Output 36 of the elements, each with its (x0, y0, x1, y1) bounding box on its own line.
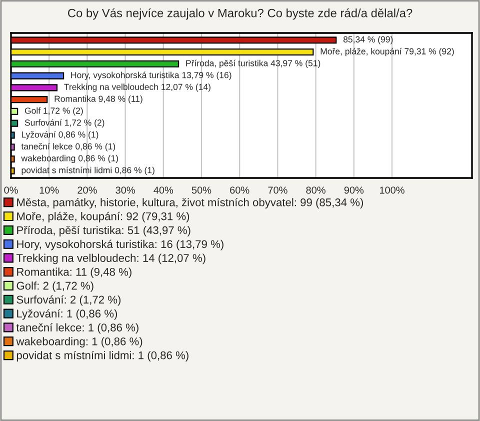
legend-label: Hory, vysokohorská turistika: 16 (13,79 %) (17, 240, 224, 250)
data-label: Moře, pláže, koupání 79,31 % (92) (320, 48, 454, 56)
data-label: povidat s místními lidmi 0,86 % (1) (22, 166, 154, 175)
data-label: Příroda, pěší turistika 43,97 % (51) (186, 60, 320, 68)
data-label: 85,34 % (99) (343, 36, 393, 44)
data-label: Hory, vysokohorská turistika 13,79 % (16) (71, 72, 232, 80)
x-tick-label: 0% (4, 186, 18, 194)
x-tick-label: 60% (230, 186, 250, 194)
x-tick-label: 90% (344, 186, 364, 194)
x-tick-label: 10% (40, 186, 59, 194)
data-label: Romantika 9,48 % (11) (54, 95, 142, 104)
legend-label: Moře, pláže, koupání: 92 (79,31 %) (17, 212, 190, 222)
legend-label: wakeboarding: 1 (0,86 %) (16, 337, 142, 348)
x-tick-label: 100% (380, 186, 404, 194)
x-tick-label: 50% (192, 186, 212, 194)
data-label: Trekking na velbloudech 12,07 % (14) (64, 84, 210, 92)
legend-label: Golf: 2 (1,72 %) (16, 282, 94, 292)
x-tick-label: 40% (154, 186, 174, 194)
data-label: taneční lekce 0,86 % (1) (21, 142, 116, 152)
legend-label: Příroda, pěší turistika: 51 (43,97 %) (17, 226, 190, 236)
legend-label: Lyžování: 1 (0,86 %) (17, 309, 118, 320)
data-label: wakeboarding 0,86 % (1) (21, 154, 118, 164)
x-tick-label: 30% (116, 186, 135, 194)
legend-label: Surfování: 2 (1,72 %) (16, 295, 121, 306)
data-label: Golf 1,72 % (2) (24, 107, 83, 116)
legend-label: taneční lekce: 1 (0,86 %) (16, 323, 138, 334)
legend-label: povidat s místními lidmi: 1 (0,86 %) (16, 350, 188, 362)
legend-label: Romantika: 11 (9,48 %) (17, 268, 132, 278)
legend-label: Trekking na velbloudech: 14 (12,07 %) (16, 254, 206, 264)
x-tick-label: 70% (268, 186, 288, 194)
chart-title: Co by Vás nejvíce zaujalo v Maroku? Co byste zde rád/a dělal/a? (68, 8, 412, 20)
data-label: Lyžování 0,86 % (1) (22, 131, 98, 140)
data-label: Surfování 1,72 % (2) (24, 119, 104, 128)
x-tick-label: 20% (78, 186, 97, 194)
x-tick-label: 80% (306, 186, 326, 194)
legend-label: Města, památky, historie, kultura, život místních obyvatel: 99 (85,34 %) (17, 198, 364, 208)
